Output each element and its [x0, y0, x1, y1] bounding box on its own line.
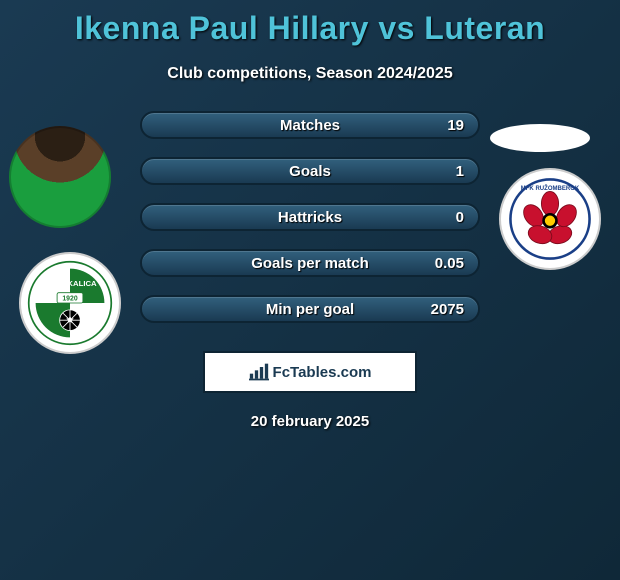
subtitle: Club competitions, Season 2024/2025: [0, 65, 620, 83]
stat-label: Matches: [280, 117, 340, 134]
svg-text:MFK RUŽOMBEROK: MFK RUŽOMBEROK: [521, 184, 580, 192]
stat-label: Min per goal: [266, 301, 354, 318]
page-title: Ikenna Paul Hillary vs Luteran: [0, 0, 620, 47]
stat-label: Goals: [289, 163, 331, 180]
stat-value: 19: [447, 117, 464, 134]
stat-row: Min per goal 2075: [140, 295, 480, 323]
stat-label: Hattricks: [278, 209, 342, 226]
stat-label: Goals per match: [251, 255, 369, 272]
player-left-avatar: [9, 126, 111, 228]
svg-text:1920: 1920: [62, 295, 77, 302]
stat-value: 1: [456, 163, 464, 180]
club-right-crest: MFK RUŽOMBEROK: [499, 168, 601, 270]
date-text: 20 february 2025: [0, 413, 620, 430]
svg-text:MFK SKALICA: MFK SKALICA: [43, 279, 97, 288]
ruzomberok-crest-icon: MFK RUŽOMBEROK: [507, 176, 593, 262]
brand-box: FcTables.com: [203, 351, 417, 393]
stat-value: 0.05: [435, 255, 464, 272]
player-right-placeholder: [490, 124, 590, 152]
stat-value: 2075: [431, 301, 464, 318]
stat-row: Goals per match 0.05: [140, 249, 480, 277]
club-left-crest: MFK SKALICA 1920: [19, 252, 121, 354]
stat-row: Hattricks 0: [140, 203, 480, 231]
brand-text: FcTables.com: [273, 364, 372, 381]
skalica-crest-icon: MFK SKALICA 1920: [27, 260, 113, 346]
stat-row: Matches 19: [140, 111, 480, 139]
stat-value: 0: [456, 209, 464, 226]
bar-chart-icon: [249, 363, 269, 381]
stat-row: Goals 1: [140, 157, 480, 185]
